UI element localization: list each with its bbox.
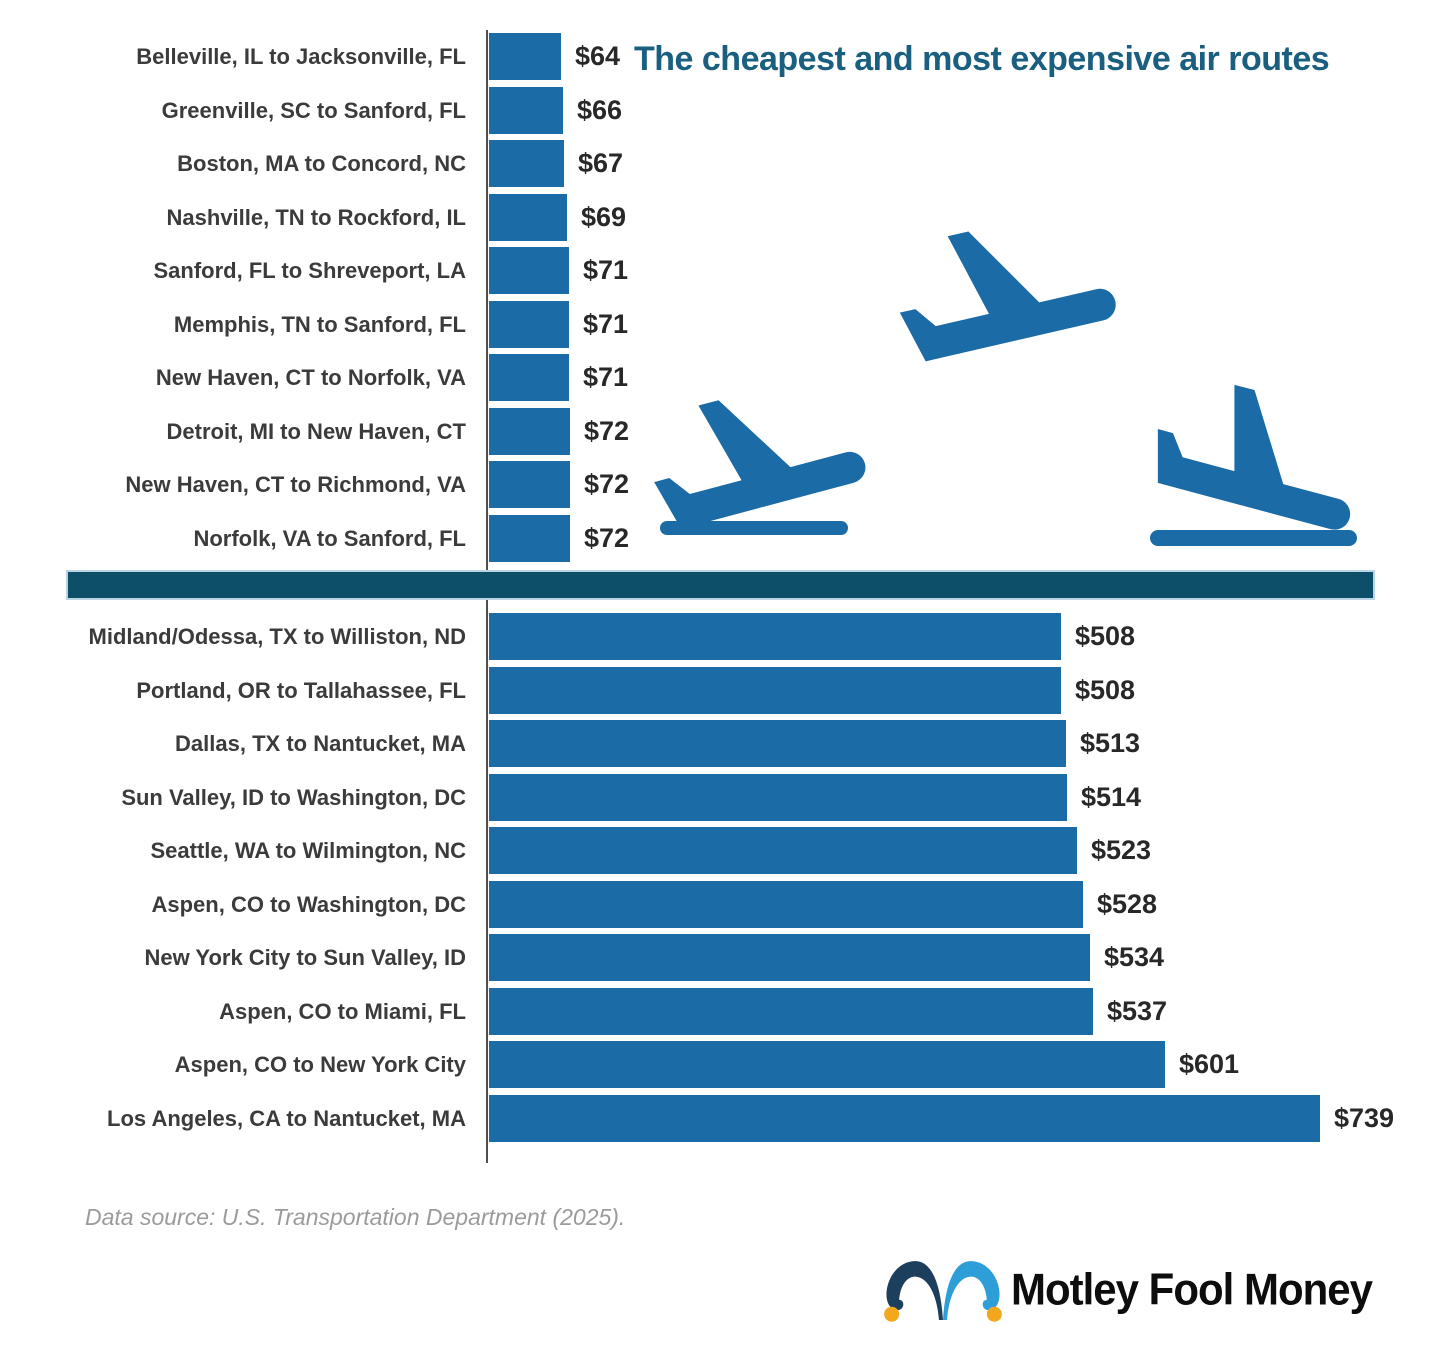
route-label: Greenville, SC to Sanford, FL bbox=[161, 97, 466, 123]
route-label: Los Angeles, CA to Nantucket, MA bbox=[107, 1105, 466, 1131]
route-label: Nashville, TN to Rockford, IL bbox=[166, 204, 466, 230]
value-label: $71 bbox=[583, 362, 629, 392]
bar bbox=[489, 880, 1083, 928]
chart-row: Seattle, WA to Wilmington, NC $523 bbox=[0, 827, 1440, 874]
bar bbox=[489, 407, 570, 455]
value-label: $64 bbox=[575, 41, 621, 71]
landing-runway-line bbox=[1150, 530, 1357, 546]
bar bbox=[489, 934, 1090, 981]
route-label: Aspen, CO to Miami, FL bbox=[219, 998, 466, 1024]
chart-row: Detroit, MI to New Haven, CT $72 bbox=[0, 407, 1440, 455]
value-label: $69 bbox=[581, 201, 627, 232]
value-label: $739 bbox=[1334, 1102, 1395, 1133]
bar bbox=[489, 33, 561, 80]
route-label: Portland, OR to Tallahassee, FL bbox=[136, 677, 466, 703]
bar bbox=[489, 666, 1061, 714]
route-label: Detroit, MI to New Haven, CT bbox=[166, 418, 466, 444]
airplane-cruise-icon bbox=[880, 195, 1135, 450]
bar bbox=[489, 461, 570, 508]
route-label: Aspen, CO to Washington, DC bbox=[151, 891, 467, 917]
section-divider-bar bbox=[68, 572, 1373, 598]
bar bbox=[489, 1094, 1320, 1142]
route-label: New Haven, CT to Norfolk, VA bbox=[155, 365, 466, 390]
chart-row: New York City to Sun Valley, ID $534 bbox=[0, 934, 1440, 981]
bar bbox=[489, 140, 564, 187]
value-label: $601 bbox=[1179, 1049, 1240, 1079]
bar bbox=[489, 354, 569, 401]
value-label: $537 bbox=[1107, 995, 1168, 1026]
value-label: $66 bbox=[577, 94, 623, 125]
page-title: The cheapest and most expensive air rout… bbox=[634, 40, 1330, 78]
chart-row: Boston, MA to Concord, NC $67 bbox=[0, 140, 1440, 187]
value-label: $528 bbox=[1097, 888, 1158, 919]
value-label: $72 bbox=[584, 415, 630, 446]
route-label: Boston, MA to Concord, NC bbox=[177, 151, 466, 176]
data-source-note: Data source: U.S. Transportation Departm… bbox=[85, 1204, 626, 1230]
value-label: $71 bbox=[583, 255, 629, 285]
route-label: Aspen, CO to New York City bbox=[174, 1052, 466, 1077]
route-label: Norfolk, VA to Sanford, FL bbox=[193, 525, 466, 551]
bar bbox=[489, 613, 1061, 660]
jester-hat-icon bbox=[884, 1261, 1002, 1322]
chart-row: Belleville, IL to Jacksonville, FL $64 bbox=[0, 33, 1440, 80]
value-label: $72 bbox=[584, 469, 630, 499]
chart-row: Nashville, TN to Rockford, IL $69 bbox=[0, 193, 1440, 241]
chart-row: Portland, OR to Tallahassee, FL $508 bbox=[0, 666, 1440, 714]
airplane-landing-icon bbox=[1129, 364, 1379, 614]
value-label: $67 bbox=[578, 148, 624, 178]
route-label: Sanford, FL to Shreveport, LA bbox=[153, 258, 466, 283]
chart-row: Sanford, FL to Shreveport, LA $71 bbox=[0, 247, 1440, 294]
chart-row: Memphis, TN to Sanford, FL $71 bbox=[0, 300, 1440, 348]
route-label: Belleville, IL to Jacksonville, FL bbox=[136, 44, 466, 69]
chart-row: Aspen, CO to Miami, FL $537 bbox=[0, 987, 1440, 1035]
bar bbox=[489, 720, 1066, 767]
bar bbox=[489, 987, 1093, 1035]
route-label: Memphis, TN to Sanford, FL bbox=[173, 311, 466, 337]
chart-row: Los Angeles, CA to Nantucket, MA $739 bbox=[0, 1094, 1440, 1142]
value-label: $71 bbox=[583, 308, 629, 339]
bar bbox=[489, 514, 570, 562]
chart-row: Aspen, CO to Washington, DC $528 bbox=[0, 880, 1440, 928]
bar bbox=[489, 86, 563, 134]
value-label: $508 bbox=[1075, 621, 1136, 651]
chart-row: Norfolk, VA to Sanford, FL $72 bbox=[0, 514, 1440, 562]
value-label: $508 bbox=[1075, 674, 1136, 705]
route-label: Midland/Odessa, TX to Williston, ND bbox=[88, 624, 467, 649]
chart-row: Aspen, CO to New York City $601 bbox=[0, 1041, 1440, 1088]
chart-row: Greenville, SC to Sanford, FL $66 bbox=[0, 86, 1440, 134]
bar bbox=[489, 773, 1067, 821]
value-label: $72 bbox=[584, 522, 630, 553]
bar bbox=[489, 1041, 1165, 1088]
takeoff-runway-line bbox=[660, 521, 848, 535]
route-label: Sun Valley, ID to Washington, DC bbox=[121, 784, 466, 810]
logo-wordmark: Motley Fool Money bbox=[1011, 1264, 1373, 1315]
value-label: $523 bbox=[1091, 835, 1152, 865]
chart-row: New Haven, CT to Richmond, VA $72 bbox=[0, 461, 1440, 508]
value-label: $514 bbox=[1081, 781, 1142, 812]
bar bbox=[489, 193, 567, 241]
airplane-takeoff-icon bbox=[635, 363, 885, 613]
route-label: New York City to Sun Valley, ID bbox=[144, 945, 466, 970]
chart-row: Dallas, TX to Nantucket, MA $513 bbox=[0, 720, 1440, 767]
bar bbox=[489, 827, 1077, 874]
bar bbox=[489, 300, 569, 348]
bar bbox=[489, 247, 569, 294]
value-label: $513 bbox=[1080, 728, 1141, 758]
route-label: Seattle, WA to Wilmington, NC bbox=[150, 838, 466, 863]
chart-row: Midland/Odessa, TX to Williston, ND $508 bbox=[0, 613, 1440, 660]
value-label: $534 bbox=[1104, 942, 1165, 972]
route-label: Dallas, TX to Nantucket, MA bbox=[175, 731, 466, 756]
motley-fool-money-logo: Motley Fool Money bbox=[883, 1250, 1373, 1330]
chart-row: New Haven, CT to Norfolk, VA $71 bbox=[0, 354, 1440, 401]
chart-row: Sun Valley, ID to Washington, DC $514 bbox=[0, 773, 1440, 821]
route-label: New Haven, CT to Richmond, VA bbox=[125, 472, 466, 497]
